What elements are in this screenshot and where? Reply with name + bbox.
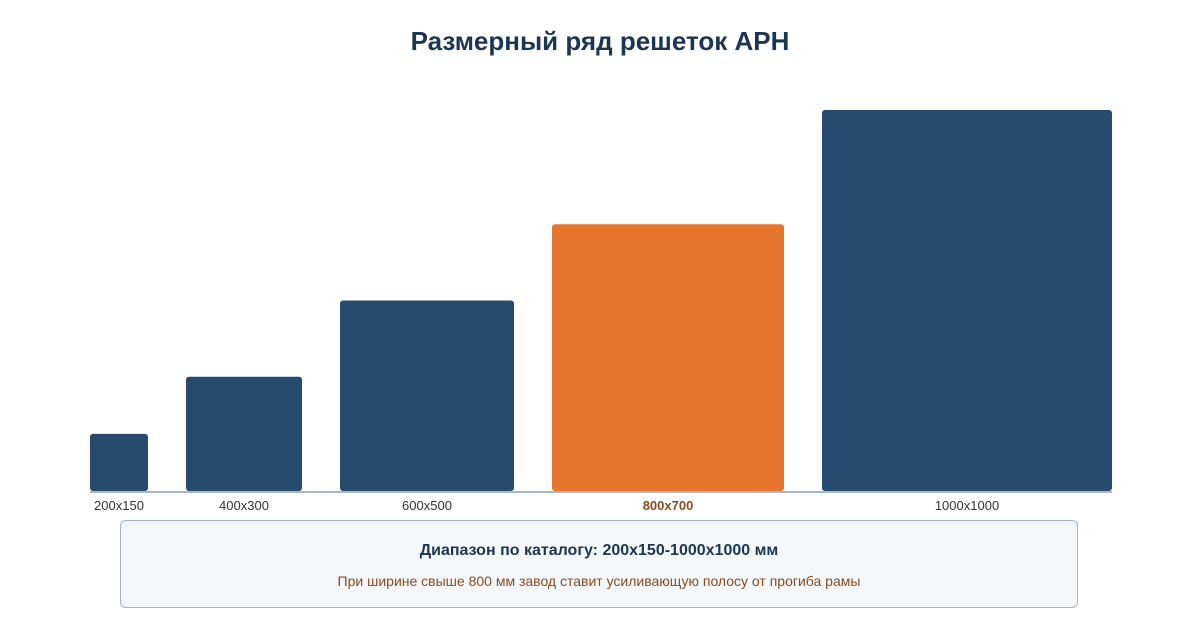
bar-400x300: [186, 376, 302, 491]
tick-label-400x300: 400x300: [219, 498, 269, 513]
tick-label-200x150: 200x150: [94, 498, 144, 513]
bar-chart: 200x150 400x300 600x500 800x700 1000x1000: [90, 110, 1112, 513]
chart-title: Размерный ряд решеток АРН: [410, 26, 790, 56]
bar-600x500: [340, 300, 514, 491]
bar-800x700: [552, 224, 784, 492]
tick-label-600x500: 600x500: [402, 498, 452, 513]
tick-label-1000x1000: 1000x1000: [935, 498, 999, 513]
bar-200x150: [90, 433, 148, 491]
info-box: Диапазон по каталогу: 200x150-1000x1000 …: [120, 520, 1078, 608]
info-title: Диапазон по каталогу: 200x150-1000x1000 …: [419, 542, 779, 559]
bar-1000x1000: [822, 110, 1112, 491]
info-note: При ширине свыше 800 мм завод ставит уси…: [337, 573, 861, 589]
tick-label-800x700: 800x700: [643, 498, 694, 513]
